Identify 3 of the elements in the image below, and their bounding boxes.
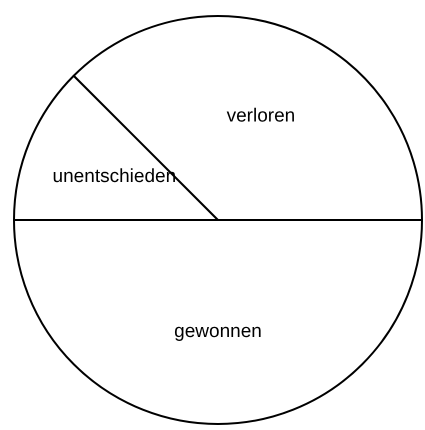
slice-label: unentschieden (52, 166, 176, 188)
slice-label: gewonnen (174, 321, 262, 342)
slice-label: verloren (226, 105, 296, 126)
